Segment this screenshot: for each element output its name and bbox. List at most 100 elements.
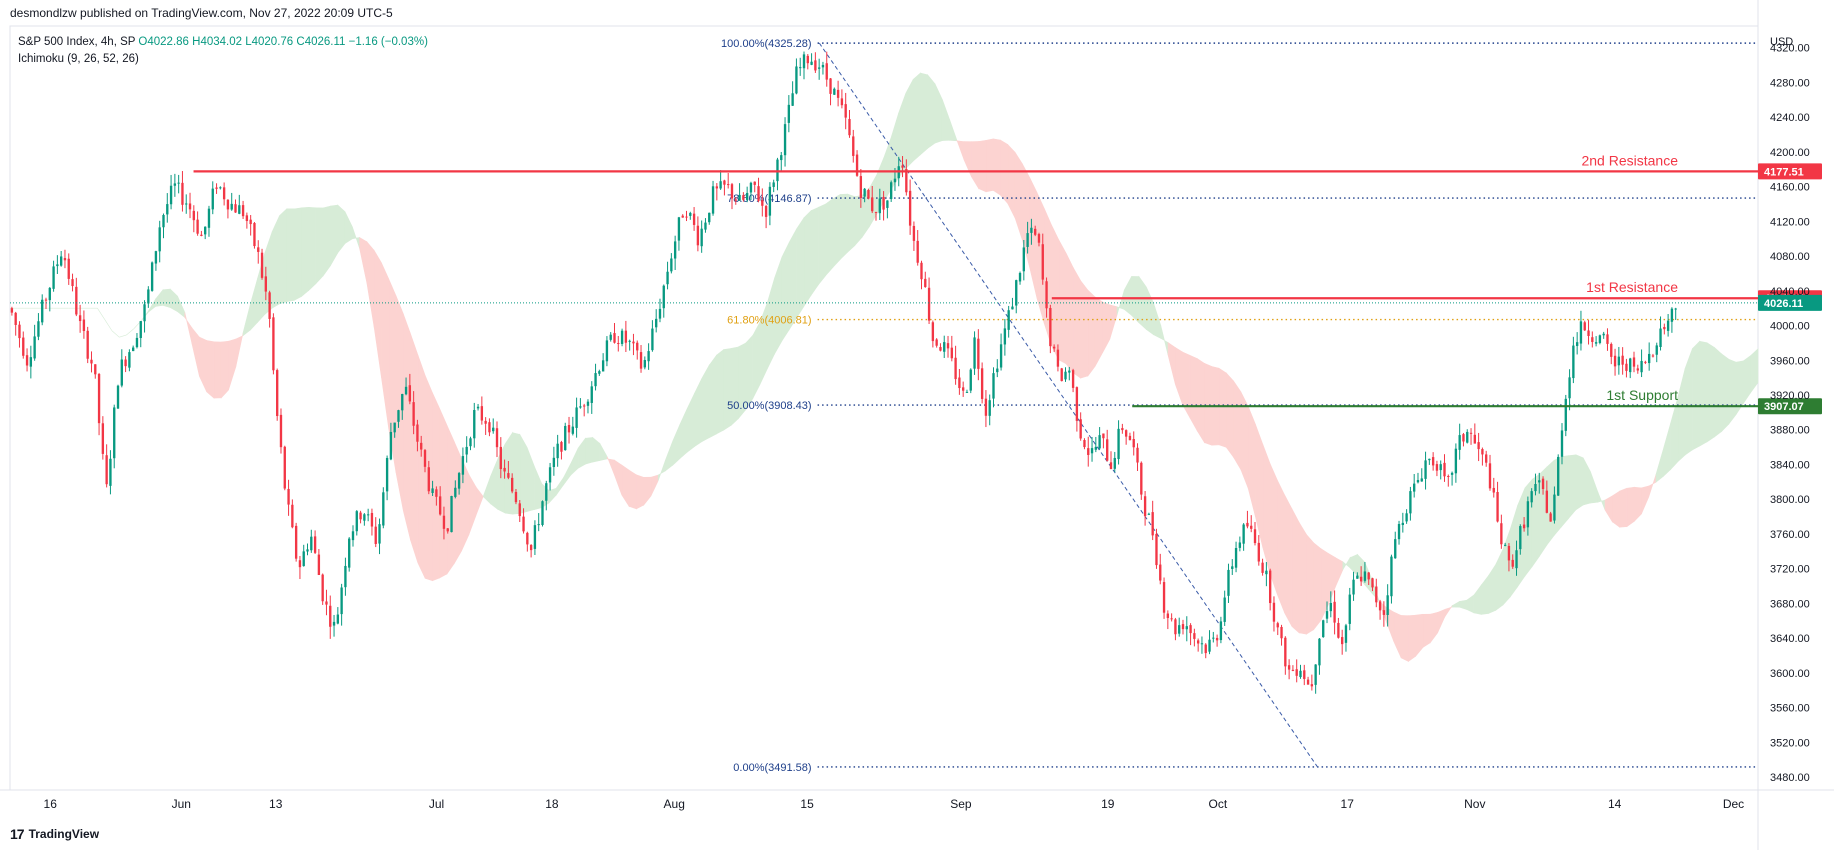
candle-body xyxy=(1488,463,1492,489)
cloud-segment xyxy=(1153,302,1162,339)
cloud-segment xyxy=(570,448,579,476)
candle-body xyxy=(1462,434,1465,442)
cloud-segment xyxy=(1298,521,1307,635)
cloud-segment xyxy=(1743,354,1752,405)
cloud-segment xyxy=(1750,348,1759,394)
candle-body xyxy=(1208,639,1211,652)
candle-body xyxy=(537,524,540,526)
candle-body xyxy=(1299,670,1302,678)
cloud-segment xyxy=(1073,266,1081,379)
candle-body xyxy=(272,317,275,371)
cloud-segment xyxy=(636,474,644,510)
cloud-segment xyxy=(1247,406,1256,517)
candle-body xyxy=(1674,308,1677,310)
cloud-segment xyxy=(949,119,958,142)
candle-body xyxy=(601,360,605,372)
candle-body xyxy=(567,424,571,433)
time-axis[interactable]: 16 Jun 13 Jul 18 Aug 15 Sep 19 Oct 17 Nov 14 Dec xyxy=(44,797,1745,811)
cloud-segment xyxy=(286,208,295,302)
candle-body xyxy=(874,211,878,213)
candle-body xyxy=(886,200,889,208)
cloud-segment xyxy=(1175,346,1183,405)
candle-body xyxy=(1560,430,1564,457)
cloud-segment xyxy=(643,476,652,506)
candle-body xyxy=(738,194,741,201)
candle-body xyxy=(1246,522,1249,527)
candle-body xyxy=(1322,620,1325,638)
candle-body xyxy=(446,528,449,532)
footer-brand[interactable]: 17 TradingView xyxy=(10,826,99,842)
indicator-name[interactable]: Ichimoku (9, 26, 52, 26) xyxy=(18,53,139,65)
candle-body xyxy=(1439,464,1442,471)
candle-body xyxy=(1606,334,1609,344)
y-tick-label: 4200.00 xyxy=(1770,147,1810,159)
candle-body xyxy=(1454,448,1458,474)
cloud-segment xyxy=(839,193,848,261)
candle-body xyxy=(200,234,203,236)
cloud-segment xyxy=(1706,342,1715,443)
candle-body xyxy=(825,63,828,80)
candle-body xyxy=(920,262,923,280)
y-tick-label: 3600.00 xyxy=(1770,668,1810,680)
cloud-segment xyxy=(1699,340,1708,447)
candle-body xyxy=(529,545,533,551)
cloud-segment xyxy=(184,312,193,345)
candle-body xyxy=(211,188,214,210)
candle-body xyxy=(1306,679,1310,685)
candle-body xyxy=(181,182,184,205)
candle-body xyxy=(291,504,294,528)
x-tick-label: 15 xyxy=(800,797,814,811)
cloud-segment xyxy=(774,256,783,355)
candle-body xyxy=(135,337,139,348)
cloud-segment xyxy=(1131,276,1140,324)
candle-body xyxy=(1511,559,1514,567)
candle-body xyxy=(946,343,950,349)
candle-body xyxy=(780,155,783,161)
candle-body xyxy=(420,442,423,450)
cloud-segment xyxy=(1466,594,1475,614)
candle-body xyxy=(742,195,745,200)
cloud-segment xyxy=(701,364,710,443)
candle-body xyxy=(1621,355,1624,365)
cloud-segment xyxy=(1051,224,1060,361)
cloud-segment xyxy=(1080,279,1089,379)
candle-body xyxy=(1583,322,1586,331)
candle-body xyxy=(711,186,715,214)
candle-body xyxy=(1424,460,1427,479)
candle-body xyxy=(101,423,105,454)
cloud-segment xyxy=(1145,286,1154,336)
candle-body xyxy=(507,473,510,478)
candle-body xyxy=(992,373,995,399)
candle-body xyxy=(783,124,787,156)
candle-body xyxy=(1575,342,1579,346)
candle-body xyxy=(374,526,377,544)
candle-body xyxy=(82,319,86,332)
cloud-segment xyxy=(563,463,572,486)
candle-body xyxy=(1015,280,1018,306)
candle-body xyxy=(901,165,904,168)
cloud-segment xyxy=(1255,424,1264,548)
cloud-segment xyxy=(1342,556,1351,571)
candle-body xyxy=(696,225,700,246)
candle-body xyxy=(344,565,347,588)
candle-body xyxy=(1026,233,1029,247)
candle-body xyxy=(139,321,142,338)
cloud-segment xyxy=(971,141,979,190)
cloud-segment xyxy=(322,205,331,277)
candle-body xyxy=(685,216,688,218)
candle-body xyxy=(59,256,63,266)
candle-body xyxy=(63,258,67,261)
y-tick-label: 4080.00 xyxy=(1770,251,1810,263)
cloud-segment xyxy=(359,237,368,284)
candle-body xyxy=(848,119,851,136)
candle-body xyxy=(188,203,192,210)
level-price-badge xyxy=(1758,163,1822,180)
candle-body xyxy=(1060,368,1063,382)
candle-body xyxy=(1030,227,1033,233)
level-price-text: 3907.07 xyxy=(1764,401,1804,413)
candle-body xyxy=(863,188,866,197)
plot-frame xyxy=(9,25,1759,791)
